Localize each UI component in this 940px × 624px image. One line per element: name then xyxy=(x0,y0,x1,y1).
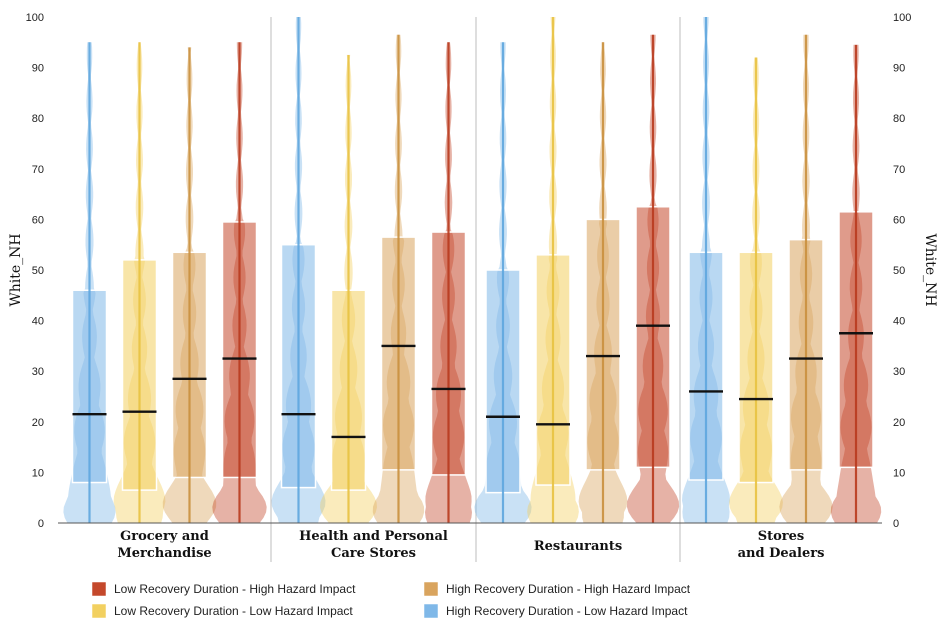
y-tick-left-100: 100 xyxy=(26,12,44,24)
y-tick-left-80: 80 xyxy=(32,113,44,125)
y-tick-right-90: 90 xyxy=(893,63,905,75)
legend-label-2: High Recovery Duration - High Hazard Imp… xyxy=(446,582,691,596)
plot-area xyxy=(63,17,882,562)
y-tick-right-50: 50 xyxy=(893,265,905,277)
legend-label-4: High Recovery Duration - Low Hazard Impa… xyxy=(446,604,688,618)
legend-swatch-2 xyxy=(423,581,439,597)
legend: Low Recovery Duration - High Hazard Impa… xyxy=(91,581,691,619)
y-axis-title-right: White_NH xyxy=(922,233,938,306)
y-tick-left-0: 0 xyxy=(38,518,44,530)
y-tick-right-30: 30 xyxy=(893,366,905,378)
category-label-4-2: and Dealers xyxy=(738,546,825,561)
y-tick-left-30: 30 xyxy=(32,366,44,378)
y-axis-title-left: White_NH xyxy=(8,233,24,306)
category-label-1-2: Merchandise xyxy=(117,546,211,561)
y-tick-left-20: 20 xyxy=(32,417,44,429)
y-tick-right-60: 60 xyxy=(893,214,905,226)
y-tick-left-40: 40 xyxy=(32,316,44,328)
y-tick-left-50: 50 xyxy=(32,265,44,277)
y-tick-left-70: 70 xyxy=(32,164,44,176)
category-label-4-1: Stores xyxy=(758,529,805,544)
legend-label-1: Low Recovery Duration - High Hazard Impa… xyxy=(114,582,356,596)
y-tick-right-0: 0 xyxy=(893,518,899,530)
axes: White_NH White_NH 0 0 10 10 20 20 30 30 40 40 50 50… xyxy=(8,12,938,561)
y-tick-left-90: 90 xyxy=(32,63,44,75)
legend-swatch-3 xyxy=(91,603,107,619)
y-tick-right-80: 80 xyxy=(893,113,905,125)
y-tick-right-40: 40 xyxy=(893,316,905,328)
y-tick-left-60: 60 xyxy=(32,214,44,226)
y-tick-right-20: 20 xyxy=(893,417,905,429)
y-tick-right-100: 100 xyxy=(893,12,911,24)
category-label-2-2: Care Stores xyxy=(331,546,416,561)
category-label-2-1: Health and Personal xyxy=(299,529,448,544)
category-label-3-1: Restaurants xyxy=(534,539,622,554)
y-tick-right-10: 10 xyxy=(893,467,905,479)
category-label-1-1: Grocery and xyxy=(120,529,209,544)
legend-label-3: Low Recovery Duration - Low Hazard Impac… xyxy=(114,604,353,618)
legend-swatch-4 xyxy=(423,603,439,619)
legend-swatch-1 xyxy=(91,581,107,597)
y-tick-left-10: 10 xyxy=(32,467,44,479)
y-tick-right-70: 70 xyxy=(893,164,905,176)
